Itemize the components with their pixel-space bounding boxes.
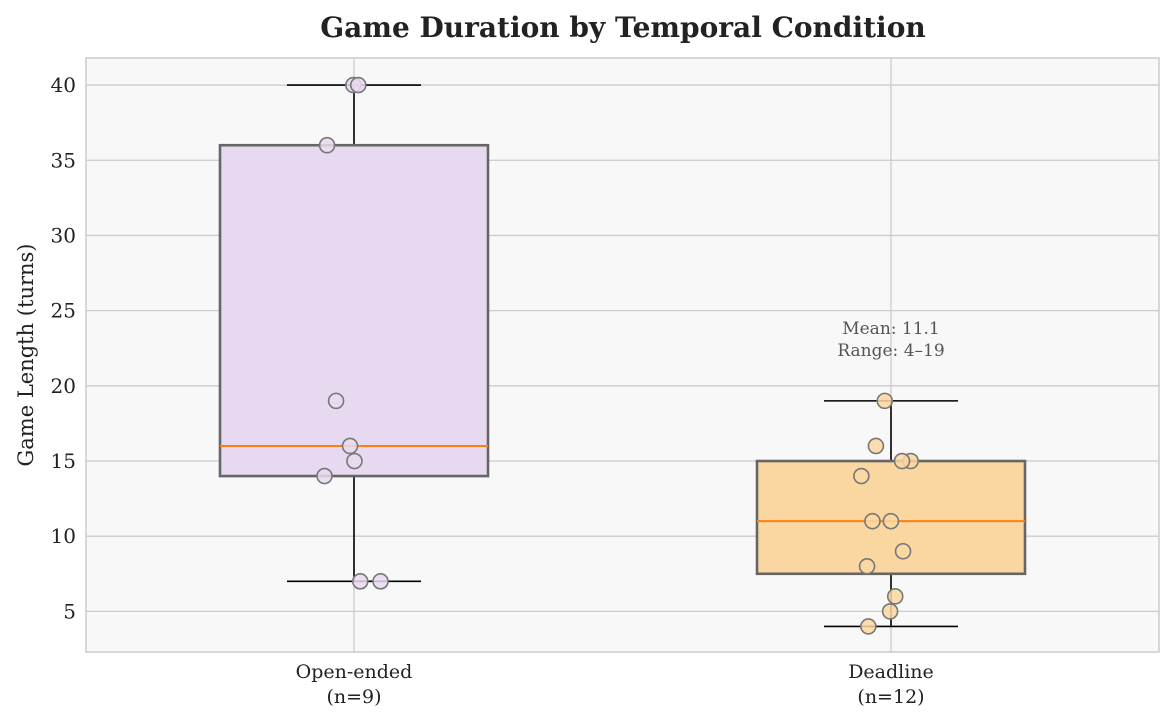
y-tick-label: 15 bbox=[51, 449, 76, 473]
y-tick-label: 20 bbox=[51, 374, 76, 398]
y-tick-label: 35 bbox=[51, 148, 76, 172]
data-point bbox=[318, 136, 336, 154]
x-tick-label: Deadline bbox=[848, 661, 934, 683]
data-point bbox=[864, 512, 881, 530]
boxes-layer bbox=[218, 84, 1027, 628]
data-point bbox=[858, 557, 876, 575]
data-point bbox=[894, 542, 912, 560]
data-point bbox=[860, 618, 877, 635]
data-point bbox=[349, 76, 367, 94]
y-tick-label: 40 bbox=[51, 73, 76, 97]
data-point bbox=[876, 392, 894, 410]
data-point bbox=[893, 452, 911, 470]
data-point bbox=[882, 512, 900, 530]
x-tick-label: Open-ended bbox=[296, 661, 413, 683]
data-point bbox=[372, 573, 389, 590]
data-point bbox=[867, 437, 885, 455]
data-point bbox=[886, 588, 904, 605]
y-axis-label: Game Length (turns) bbox=[14, 244, 38, 467]
data-point bbox=[341, 437, 359, 455]
data-point bbox=[346, 452, 363, 470]
annotation-range: Range: 4–19 bbox=[837, 341, 944, 361]
annotation-mean: Mean: 11.1 bbox=[842, 319, 940, 339]
axis-layer: 5 10 15 20 25 30 35 40 Open-ended (n=9) Deadline (n… bbox=[51, 73, 934, 708]
x-tick-sublabel: (n=9) bbox=[326, 686, 381, 708]
x-tick-sublabel: (n=12) bbox=[857, 686, 924, 708]
y-tick-label: 30 bbox=[51, 223, 76, 247]
y-tick-label: 25 bbox=[51, 299, 76, 323]
iqr-box bbox=[218, 143, 490, 478]
data-point bbox=[853, 467, 870, 485]
y-tick-label: 5 bbox=[63, 599, 76, 623]
chart-title: Game Duration by Temporal Condition bbox=[320, 11, 925, 44]
points-layer bbox=[316, 76, 919, 635]
data-point bbox=[881, 603, 899, 620]
data-point bbox=[351, 573, 369, 590]
data-point bbox=[327, 392, 345, 410]
data-point bbox=[316, 467, 333, 485]
y-tick-label: 10 bbox=[51, 524, 76, 548]
